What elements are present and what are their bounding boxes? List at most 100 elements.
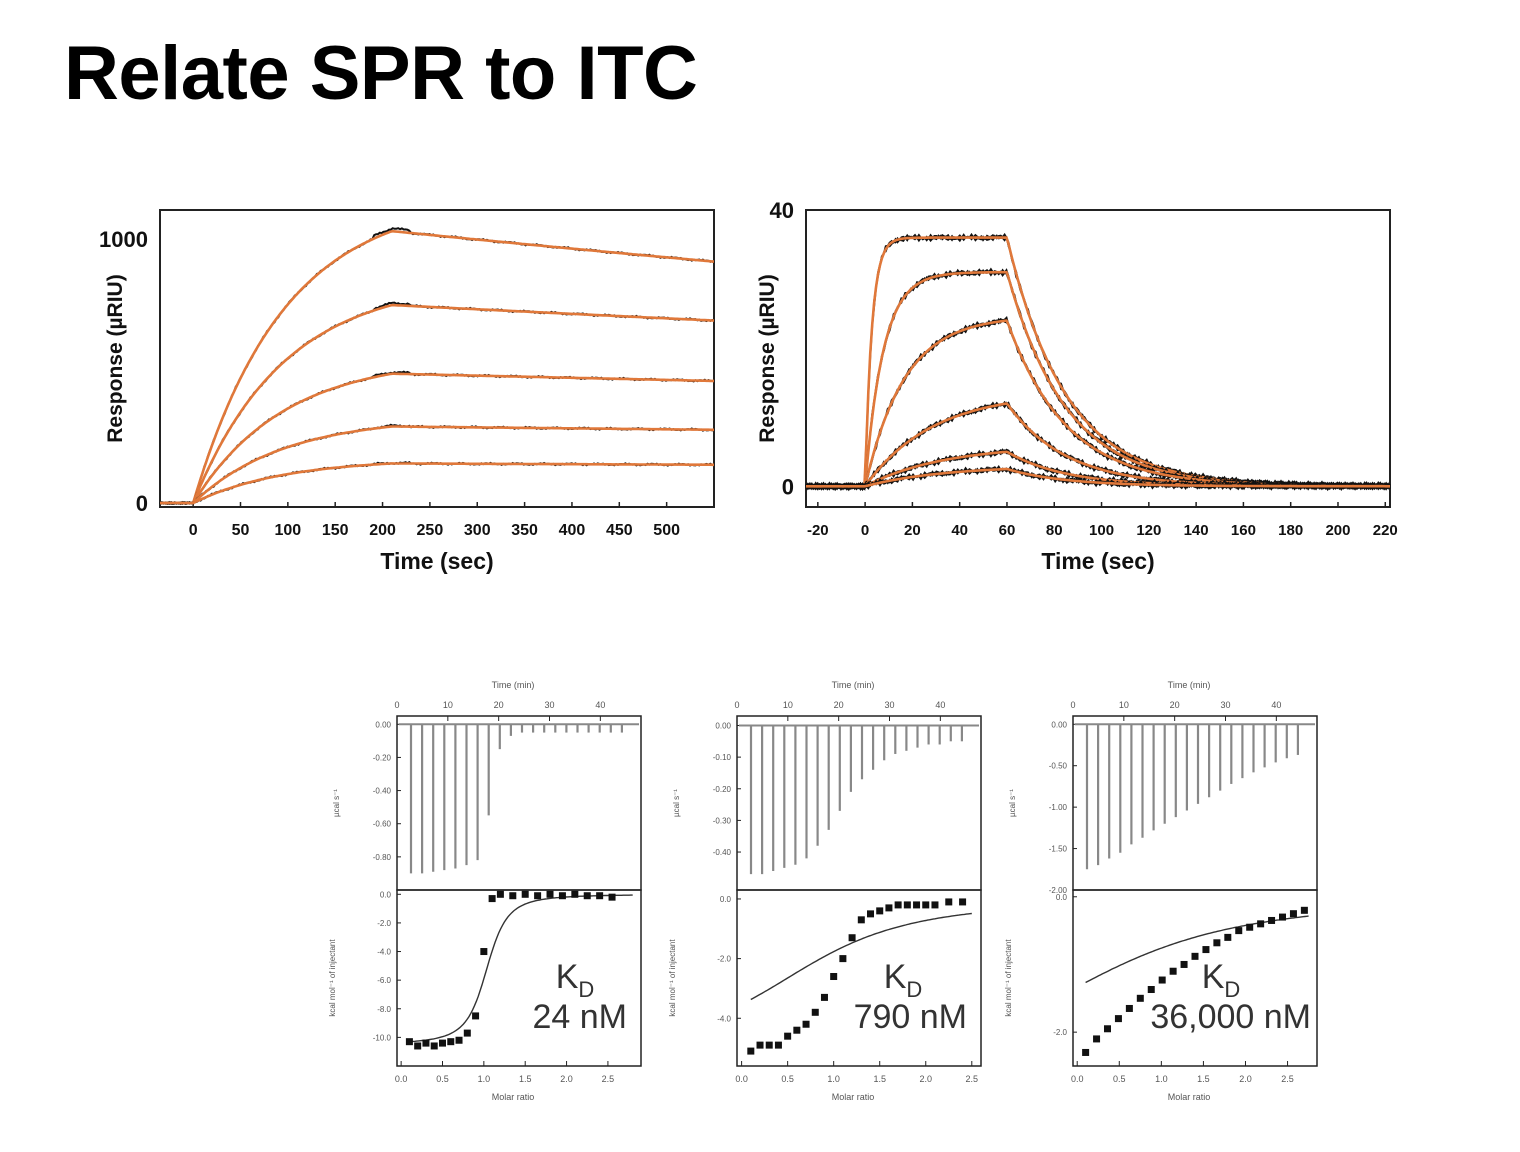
x-tick-label: 1.0 [827,1074,840,1084]
kd-value: 24 nM [533,998,628,1036]
kd-symbol-letter: K [884,958,907,996]
y-tick-label: -4.0 [377,948,391,957]
data-point [747,1047,755,1055]
data-point [546,890,554,898]
kd-value: 36,000 nM [1150,998,1311,1036]
y-axis-label: kcal mol⁻¹ of injectant [668,939,677,1017]
data-point [802,1020,810,1028]
x-tick-label: 0.0 [1071,1074,1084,1084]
data-point [1082,1048,1090,1056]
data-trace [805,316,1391,491]
x-tick-label: 1.5 [873,1074,886,1084]
x-tick-label: 120 [1136,522,1161,539]
y-tick-label: -6.0 [377,976,391,985]
x-tick-label: 2.0 [560,1074,573,1084]
kd-symbol-subscript: D [1224,977,1240,1002]
data-point [959,898,967,906]
data-point [765,1041,773,1049]
x-tick-label: 40 [1271,700,1281,710]
x-tick-label: 30 [884,700,894,710]
data-point [608,893,616,901]
kd-symbol: KD [556,958,595,1002]
data-point [830,973,838,981]
data-point [1158,976,1166,984]
x-tick-label: 350 [511,522,538,539]
x-tick-label: 0.5 [1113,1074,1126,1084]
x-axis-label: Molar ratio [492,1092,535,1102]
y-tick-label: 1000 [99,227,148,252]
spr-chart-right: -20 0 20 40 60 80 100 120 140 160 180 200 220 0 40 Time… [756,198,1398,574]
spr-chart-left: 0 50 100 150 200 250 300 350 400 450 500 0 1000 Time … [99,209,715,574]
x-tick-label: 0 [1070,700,1075,710]
x-tick-label: 200 [369,522,396,539]
data-point [414,1042,422,1050]
x-tick-label: 20 [834,700,844,710]
data-point [571,890,579,898]
data-point [438,1039,446,1047]
x-tick-label: 40 [595,700,605,710]
y-tick-label: -4.0 [717,1014,731,1023]
y-axis-label: Response (µRIU) [104,274,127,442]
kd-symbol: KD [884,958,923,1002]
data-point [839,955,847,963]
data-point [1289,910,1297,918]
data-point [811,1008,819,1016]
data-point [405,1038,413,1046]
y-tick-label: -0.20 [713,785,732,794]
data-point [463,1029,471,1037]
x-tick-label: 2.5 [602,1074,615,1084]
y-tick-label: -2.0 [717,955,731,964]
fit-curve [160,303,715,505]
x-axis-label: Time (sec) [380,548,493,574]
fit-curve [806,467,1390,488]
x-tick-label: 2.0 [919,1074,932,1084]
data-point [534,892,542,900]
y-tick-label: 0 [136,491,148,516]
fit-curve [409,894,633,1043]
x-tick-label: 0.0 [395,1074,408,1084]
x-tick-label: 150 [322,522,349,539]
data-point [793,1026,801,1034]
data-point [945,898,953,906]
y-tick-label: -0.60 [373,820,392,829]
data-point [820,993,828,1001]
kd-symbol: KD [1202,958,1241,1002]
kd-value: 790 nM [854,998,967,1036]
y-axis-label: Response (µRIU) [756,274,779,442]
data-point [1257,920,1265,928]
data-point [1246,923,1254,931]
y-tick-label: -0.20 [373,753,392,762]
y-tick-label: -0.80 [373,853,392,862]
data-point [756,1041,764,1049]
kd-symbol-subscript: D [578,977,594,1002]
x-tick-label: 1.5 [1197,1074,1210,1084]
y-tick-label: -8.0 [377,1005,391,1014]
data-point [1147,986,1155,994]
y-tick-label: 0.0 [380,890,392,899]
fit-curve [160,372,714,505]
y-tick-label: -0.40 [713,848,732,857]
y-tick-label: -2.0 [1053,1028,1067,1037]
y-tick-label: 40 [770,198,794,223]
y-tick-label: -2.0 [377,919,391,928]
y-tick-label: 0.0 [720,895,732,904]
fit-curve [160,425,714,505]
data-point [1268,916,1276,924]
x-axis-label: Time (sec) [1041,548,1154,574]
x-tick-label: 20 [904,522,921,539]
data-point [488,895,496,903]
data-point [876,907,884,915]
data-trace [159,301,715,506]
data-point [472,1012,480,1020]
plot-frame [805,209,1391,508]
y-tick-label: -0.30 [713,816,732,825]
data-point [922,901,930,909]
x-tick-label: 20 [1170,700,1180,710]
data-point [1279,913,1287,921]
data-point [1180,960,1188,968]
x-tick-label: 100 [1089,522,1114,539]
y-tick-label: -0.40 [373,787,392,796]
x-tick-label: -20 [807,522,829,539]
y-tick-label: -10.0 [373,1033,392,1042]
